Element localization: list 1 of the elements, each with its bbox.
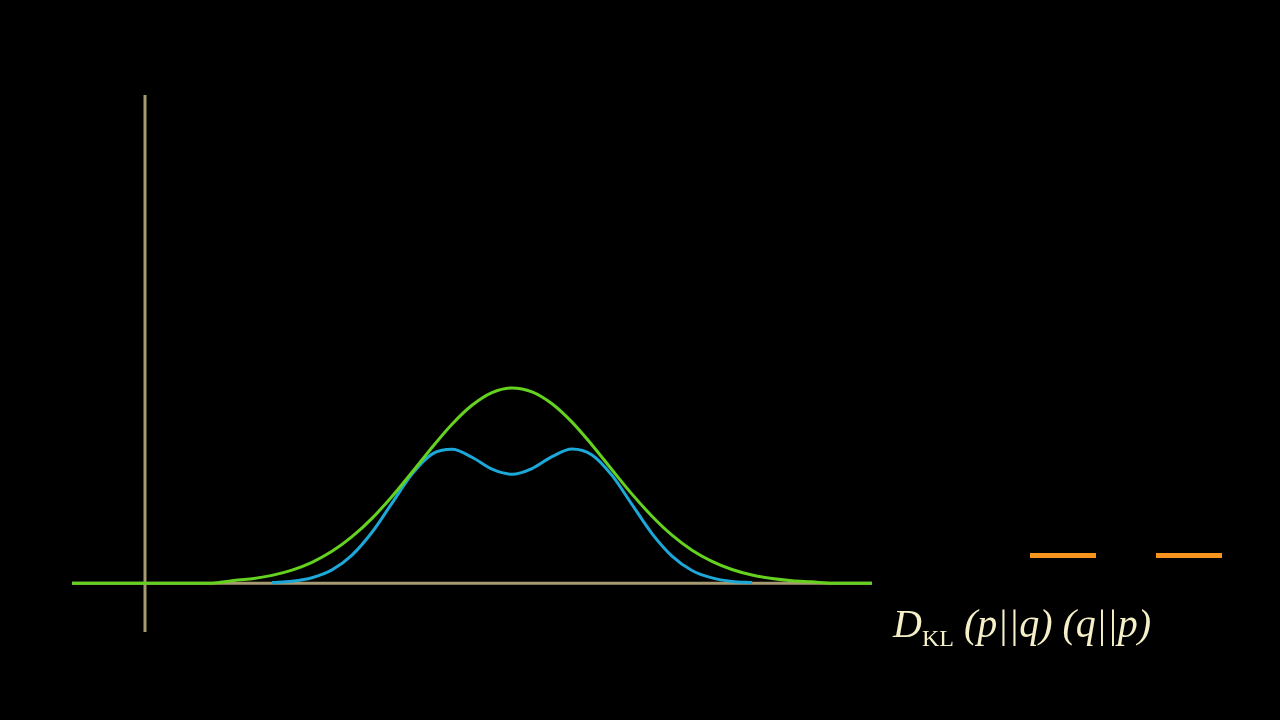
text: D$_{KL}$ (p||q) (q||p): [893, 600, 1152, 652]
